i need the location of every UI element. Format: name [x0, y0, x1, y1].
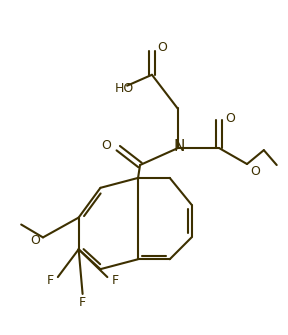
Text: O: O: [101, 139, 111, 152]
Text: HO: HO: [114, 82, 134, 95]
Text: F: F: [46, 274, 54, 286]
Text: F: F: [112, 274, 119, 286]
Text: O: O: [225, 112, 235, 125]
Text: O: O: [157, 42, 167, 55]
Text: O: O: [250, 165, 260, 179]
Text: O: O: [30, 234, 40, 247]
Text: F: F: [79, 296, 86, 309]
Text: N: N: [174, 139, 185, 154]
